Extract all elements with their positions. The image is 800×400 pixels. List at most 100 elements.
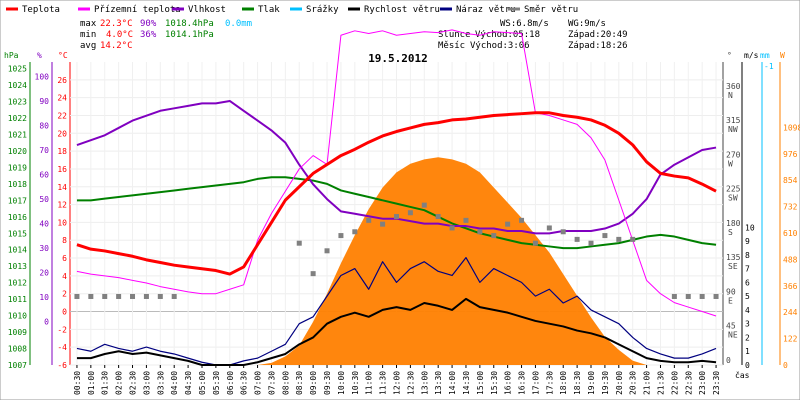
humidity-tick: 0 bbox=[44, 318, 49, 327]
wind-direction-point bbox=[171, 293, 177, 299]
legend-label: Přízemní teplota bbox=[94, 5, 181, 15]
wind-direction-point bbox=[602, 233, 608, 239]
x-tick-label: 16:00 bbox=[504, 371, 513, 395]
wind-direction-point bbox=[338, 233, 344, 239]
x-tick-label: 03:30 bbox=[156, 371, 165, 395]
axis-ticks: 1007100810091010101110121013101410151016… bbox=[8, 62, 800, 370]
pressure-tick: 1018 bbox=[8, 180, 27, 189]
wind-direction-point bbox=[88, 293, 94, 299]
x-tick-label: 08:00 bbox=[281, 371, 290, 395]
wind-direction-point bbox=[630, 236, 636, 242]
temp-tick: 20 bbox=[57, 129, 67, 138]
direction-tick: 90 bbox=[726, 287, 736, 296]
wind-direction-point bbox=[588, 240, 594, 246]
humidity-tick: 50 bbox=[39, 195, 49, 204]
pressure-tick: 1025 bbox=[8, 65, 27, 74]
rain-tick: -1 bbox=[764, 62, 774, 71]
solar-tick: 976 bbox=[783, 150, 798, 159]
x-tick-label: 22:00 bbox=[670, 371, 679, 395]
stats-avg-temp: 14.2°C bbox=[100, 41, 133, 51]
pressure-tick: 1022 bbox=[8, 114, 27, 123]
chart-title-date: 19.5.2012 bbox=[368, 52, 428, 65]
x-tick-label: 19:30 bbox=[601, 371, 610, 395]
wind-direction-point bbox=[296, 240, 302, 246]
compass-tick: NW bbox=[728, 125, 738, 134]
moon-rise: Východ:3:06 bbox=[470, 41, 530, 51]
humidity-tick: 40 bbox=[39, 220, 49, 229]
x-tick-label: 11:00 bbox=[365, 371, 374, 395]
x-tick-label: 13:00 bbox=[420, 371, 429, 395]
compass-tick: NE bbox=[728, 331, 738, 340]
stats-min-pres: 1014.1hPa bbox=[165, 30, 214, 40]
humidity-tick: 30 bbox=[39, 244, 49, 253]
temp-tick: 22 bbox=[57, 111, 67, 120]
compass-tick: N bbox=[728, 91, 733, 100]
humidity-tick: 90 bbox=[39, 97, 49, 106]
solar-tick: 488 bbox=[783, 255, 798, 264]
stats-precip: 0.0mm bbox=[225, 19, 252, 29]
wind-direction-point bbox=[699, 293, 705, 299]
pressure-tick: 1019 bbox=[8, 163, 27, 172]
unit-degree: ° bbox=[727, 51, 732, 60]
x-tick-label: 16:30 bbox=[518, 371, 527, 395]
pressure-tick: 1011 bbox=[8, 295, 27, 304]
x-tick-label: 07:00 bbox=[254, 371, 263, 395]
wind-direction-point bbox=[463, 217, 469, 223]
legend-label: Tlak bbox=[258, 5, 280, 15]
direction-tick: 135 bbox=[726, 253, 741, 262]
x-tick-label: 12:00 bbox=[393, 371, 402, 395]
series-solar-area bbox=[76, 157, 717, 365]
x-tick-label: 05:00 bbox=[198, 371, 207, 395]
legend-label: Srážky bbox=[306, 5, 339, 15]
sun-label: Slunce bbox=[438, 30, 471, 40]
astro-block: WS:6.8m/s WG:9m/s Slunce Východ:05:18 Zá… bbox=[438, 19, 628, 51]
unit-hpa: hPa bbox=[4, 51, 19, 60]
humidity-tick: 60 bbox=[39, 171, 49, 180]
pressure-tick: 1024 bbox=[8, 81, 27, 90]
series-p-zemn-teplota-line bbox=[76, 29, 717, 317]
sun-set: Západ:20:49 bbox=[568, 30, 628, 40]
x-tick-label: 06:00 bbox=[226, 371, 235, 395]
wind-direction-point bbox=[491, 233, 497, 239]
wind-direction-point bbox=[157, 293, 163, 299]
x-tick-label: 21:30 bbox=[656, 371, 665, 395]
wind-direction-point bbox=[324, 248, 330, 254]
moon-set: Západ:18:26 bbox=[568, 41, 628, 51]
wind-direction-point bbox=[74, 293, 80, 299]
pressure-tick: 1023 bbox=[8, 98, 27, 107]
temp-tick: 10 bbox=[57, 218, 67, 227]
stats-avg-label: avg bbox=[80, 41, 96, 51]
humidity-tick: 20 bbox=[39, 269, 49, 278]
x-tick-label: 01:30 bbox=[101, 371, 110, 395]
direction-tick: 180 bbox=[726, 219, 741, 228]
solar-tick: 854 bbox=[783, 176, 798, 185]
temp-tick: 0 bbox=[62, 308, 67, 317]
temp-tick: -4 bbox=[57, 343, 67, 352]
stats-min-hum: 36% bbox=[140, 30, 157, 40]
x-tick-label: 07:30 bbox=[267, 371, 276, 395]
x-tick-label: 09:30 bbox=[323, 371, 332, 395]
x-tick-label: 03:00 bbox=[142, 371, 151, 395]
wind-direction-point bbox=[380, 221, 386, 227]
temp-tick: 12 bbox=[57, 201, 67, 210]
wind-direction-point bbox=[310, 271, 316, 277]
pressure-tick: 1008 bbox=[8, 345, 27, 354]
wind-direction-point bbox=[352, 229, 358, 235]
x-tick-label: 01:00 bbox=[87, 371, 96, 395]
temp-tick: 8 bbox=[62, 236, 67, 245]
stats-max-temp: 22.3°C bbox=[100, 19, 133, 29]
pressure-tick: 1007 bbox=[8, 361, 27, 370]
temp-tick: -2 bbox=[57, 325, 67, 334]
unit-mm: mm bbox=[760, 51, 770, 60]
wind-direction-point bbox=[616, 236, 622, 242]
series-rychlost-v-tru-line bbox=[76, 297, 717, 366]
x-tick-label: 12:30 bbox=[406, 371, 415, 395]
unit-headers: hPa % °C ° m/s mm W čas bbox=[4, 51, 785, 380]
wind-speed-info: WS:6.8m/s bbox=[500, 19, 549, 29]
legend-label: Rychlost větru bbox=[364, 5, 440, 15]
wind-tick: 0 bbox=[745, 361, 750, 370]
humidity-tick: 10 bbox=[39, 293, 49, 302]
wind-direction-point bbox=[366, 217, 372, 223]
stats-block: max 22.3°C 90% 1018.4hPa 0.0mm min 4.0°C… bbox=[80, 19, 252, 51]
